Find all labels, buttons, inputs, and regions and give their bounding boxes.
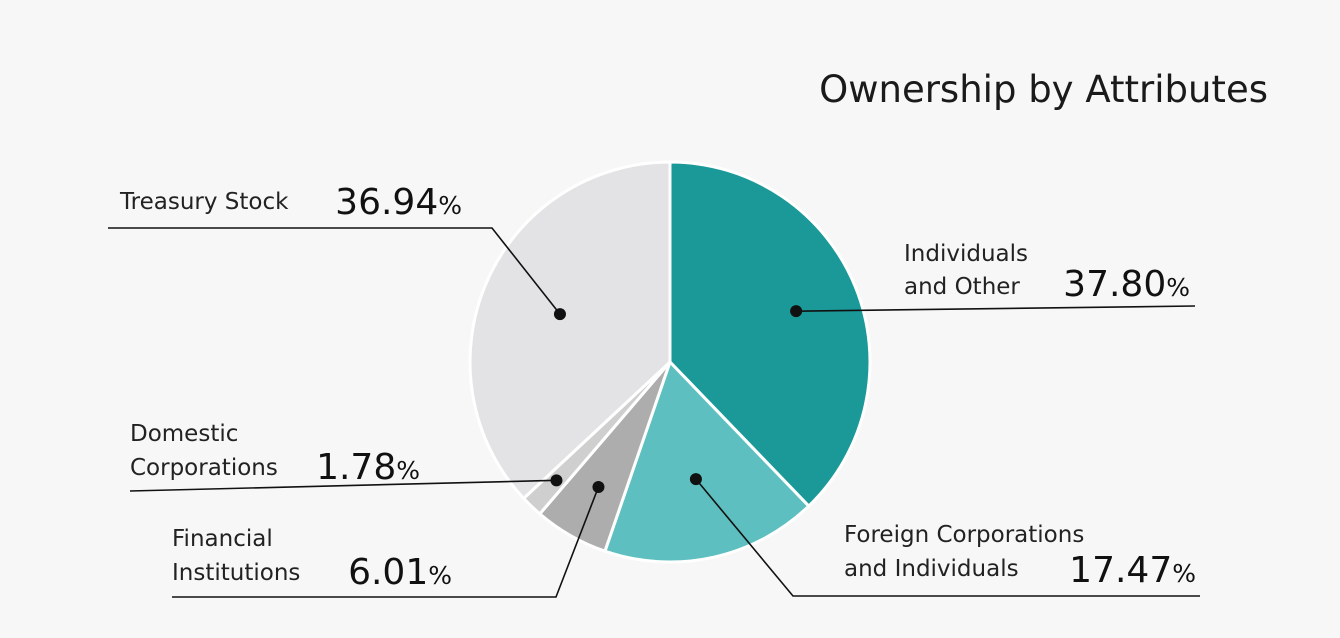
pie-slice-foreign-corporations-and-individuals — [603, 359, 811, 564]
pie-slices — [468, 160, 872, 564]
slice-value-foreign-corporations-and-individuals: 17.47% — [1069, 550, 1196, 591]
leader-dot-foreign-corporations-and-individuals — [689, 473, 702, 486]
slice-label-domestic-corporations-line-1: Domestic — [130, 421, 238, 447]
leader-line-treasury-stock — [108, 227, 561, 315]
pie-labels: Individuals and Other 37.80% Foreign Corpor… — [108, 182, 1200, 598]
slice-label-individuals-and-other-line-1: Individuals — [904, 241, 1028, 267]
slice-label-domestic-corporations-line-2: Corporations — [130, 455, 278, 481]
leader-dot-treasury-stock — [553, 308, 566, 321]
leader-line-domestic-corporations — [129, 479, 557, 492]
chart-title: Ownership by Attributes — [819, 68, 1268, 111]
leader-dot-domestic-corporations — [550, 474, 563, 487]
slice-value-individuals-and-other: 37.80% — [1063, 264, 1190, 305]
slice-value-treasury-stock: 36.94% — [335, 182, 462, 223]
slice-label-financial-institutions-line-1: Financial — [172, 526, 273, 552]
slice-label-foreign-corporations-and-individuals-line-2: and Individuals — [844, 556, 1019, 582]
slice-value-financial-institutions: 6.01% — [348, 552, 452, 593]
slice-label-foreign-corporations-and-individuals-line-1: Foreign Corporations — [844, 522, 1084, 548]
slice-label-treasury-stock-line-1: Treasury Stock — [119, 189, 289, 215]
leader-dot-individuals-and-other — [790, 305, 803, 318]
pie-slice-treasury-stock — [468, 160, 672, 501]
slice-value-domestic-corporations: 1.78% — [316, 447, 420, 488]
slice-label-individuals-and-other-line-2: and Other — [904, 274, 1020, 300]
leader-line-financial-institutions — [172, 486, 600, 598]
pie-slice-individuals-and-other — [668, 160, 872, 509]
leader-dot-financial-institutions — [592, 480, 605, 493]
leader-line-individuals-and-other — [796, 305, 1196, 312]
slice-label-financial-institutions-line-2: Institutions — [172, 560, 300, 586]
leader-line-foreign-corporations-and-individuals — [695, 478, 1200, 597]
